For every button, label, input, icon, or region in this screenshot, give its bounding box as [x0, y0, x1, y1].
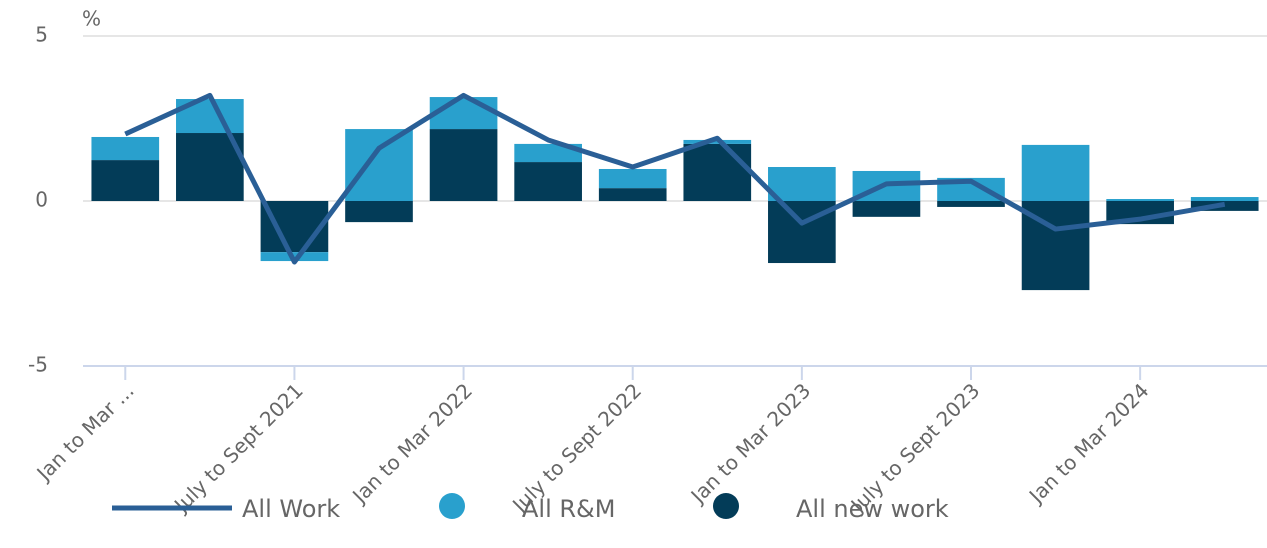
legend-label: All R&M [522, 495, 615, 523]
legend-label: All Work [242, 495, 340, 523]
x-tick-label: Jan to Mar ... [31, 378, 139, 486]
legend-swatch [439, 493, 465, 519]
bar [345, 129, 413, 201]
bar [1106, 199, 1174, 201]
bar [683, 143, 752, 201]
x-tick-label: Jan to Mar 2023 [685, 378, 816, 509]
bar [514, 143, 582, 163]
x-tick-label: Jan to Mar 2024 [1023, 378, 1154, 509]
bar [683, 139, 752, 144]
bar [937, 201, 1005, 207]
legend-label: All new work [796, 495, 949, 523]
y-unit-label: % [82, 7, 101, 31]
bar [429, 129, 498, 201]
bar [91, 160, 160, 201]
bar [852, 201, 921, 217]
x-tick-label: Jan to Mar 2022 [346, 378, 477, 509]
legend-swatch [713, 493, 739, 519]
bar [260, 201, 329, 253]
bar [1190, 197, 1259, 201]
bar [345, 201, 413, 223]
bar [1021, 144, 1090, 201]
y-tick-label: -5 [28, 353, 48, 377]
bar [598, 188, 667, 201]
bar [91, 136, 160, 161]
bar [514, 162, 582, 201]
bar [429, 97, 498, 130]
y-tick-label: 0 [35, 188, 48, 212]
y-tick-label: 5 [35, 23, 48, 47]
bar [768, 167, 836, 201]
line [124, 92, 1226, 265]
bar [598, 168, 667, 189]
